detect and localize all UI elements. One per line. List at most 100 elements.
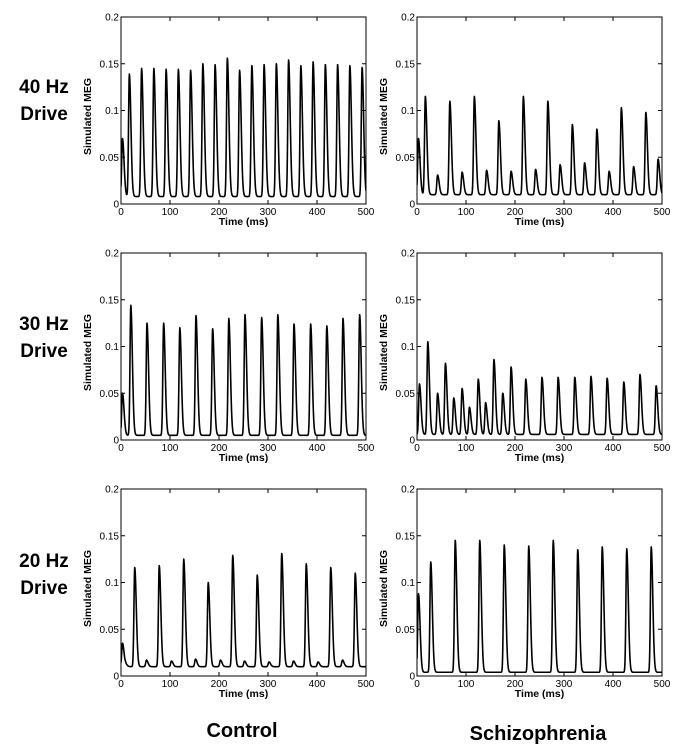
peak-point <box>361 66 363 68</box>
y-axis-label: Simulated MEG <box>82 314 94 391</box>
peak-point <box>190 69 192 71</box>
y-tick-label: 0.2 <box>401 485 415 496</box>
meg-trace-line <box>417 341 662 436</box>
chart-panel-1: 0 0.05 0.1 0.15 0.2 0 100 200 300 400 500 Time (ms)… <box>378 13 671 229</box>
peak-point <box>121 642 123 644</box>
y-axis-label: Simulated MEG <box>82 78 94 155</box>
y-axis-label: Simulated MEG <box>82 550 94 627</box>
peak-point <box>275 63 277 65</box>
meg-trace-line <box>417 539 662 674</box>
peak-point <box>639 374 641 376</box>
x-tick-label: 0 <box>414 443 420 454</box>
y-tick-label: 0.05 <box>100 389 120 400</box>
chart-panel-2: 0 0.05 0.1 0.15 0.2 0 100 200 300 400 500 Time (ms)… <box>82 249 375 465</box>
peak-point <box>485 402 487 404</box>
x-tick-label: 400 <box>605 679 622 690</box>
peak-point <box>326 325 328 327</box>
x-tick-label: 500 <box>654 207 671 218</box>
peak-point <box>244 314 246 316</box>
peak-point <box>349 65 351 67</box>
peak-point <box>195 315 197 317</box>
peak-point <box>461 388 463 390</box>
row-label-30hz-line1: 30 Hz <box>19 314 69 335</box>
x-tick-label: 200 <box>507 207 524 218</box>
peak-point <box>430 561 432 563</box>
x-axis-label: Time (ms) <box>219 688 268 700</box>
chart-panel-4: 0 0.05 0.1 0.15 0.2 0 100 200 300 400 500 Time (ms)… <box>82 485 375 701</box>
meg-trace-line <box>121 552 366 668</box>
peak-point <box>268 661 270 663</box>
peak-point <box>153 67 155 69</box>
y-tick-label: 0 <box>409 200 415 211</box>
x-tick-label: 200 <box>211 207 228 218</box>
peak-point <box>606 377 608 379</box>
peak-point <box>510 366 512 368</box>
peak-point <box>128 73 130 75</box>
peak-point <box>300 65 302 67</box>
peak-point <box>650 546 652 548</box>
peak-point <box>130 304 132 306</box>
peak-point <box>552 539 554 541</box>
peak-point <box>165 68 167 70</box>
peak-point <box>503 544 505 546</box>
peak-point <box>212 328 214 330</box>
y-tick-label: 0.05 <box>396 389 416 400</box>
y-tick-label: 0.05 <box>100 153 120 164</box>
peak-point <box>281 553 283 555</box>
peak-point <box>454 539 456 541</box>
peak-point <box>577 549 579 551</box>
peak-point <box>427 341 429 343</box>
peak-point <box>158 565 160 567</box>
axes-frame <box>120 16 367 205</box>
x-tick-label: 0 <box>118 443 124 454</box>
peak-point <box>424 95 426 97</box>
peak-point <box>261 317 263 319</box>
column-label-schizophrenia: Schizophrenia <box>470 723 608 745</box>
peak-point <box>417 593 419 595</box>
peak-point <box>473 95 475 97</box>
peak-point <box>330 567 332 569</box>
meg-trace-line <box>121 304 366 437</box>
peak-point <box>277 314 279 316</box>
peak-point <box>226 57 228 59</box>
x-tick-label: 300 <box>260 679 277 690</box>
y-tick-label: 0.2 <box>105 249 119 260</box>
axes-frame <box>416 16 663 205</box>
x-tick-label: 300 <box>556 443 573 454</box>
x-tick-label: 100 <box>162 443 179 454</box>
peak-point <box>626 548 628 550</box>
peak-point <box>310 323 312 325</box>
y-tick-label: 0 <box>113 436 119 447</box>
peak-point <box>633 166 635 168</box>
y-tick-label: 0.1 <box>401 106 415 117</box>
peak-point <box>571 124 573 126</box>
y-tick-label: 0.1 <box>401 342 415 353</box>
y-tick-label: 0.2 <box>401 13 415 24</box>
y-tick-label: 0.15 <box>396 295 416 306</box>
peak-point <box>655 385 657 387</box>
peak-point <box>502 392 504 394</box>
peak-point <box>461 171 463 173</box>
peak-point <box>535 168 537 170</box>
x-tick-label: 0 <box>414 679 420 690</box>
x-tick-label: 300 <box>260 207 277 218</box>
peak-point <box>292 660 294 662</box>
peak-point <box>342 317 344 319</box>
x-tick-label: 300 <box>260 443 277 454</box>
y-tick-label: 0.05 <box>100 625 120 636</box>
x-tick-label: 400 <box>309 443 326 454</box>
x-tick-label: 100 <box>458 679 475 690</box>
peak-point <box>645 111 647 113</box>
peak-point <box>263 64 265 66</box>
peak-point <box>288 59 290 61</box>
peak-point <box>341 659 343 661</box>
peak-point <box>207 582 209 584</box>
peak-point <box>170 660 172 662</box>
x-tick-label: 100 <box>458 443 475 454</box>
y-axis-label: Simulated MEG <box>378 78 390 155</box>
peak-point <box>194 658 196 660</box>
x-tick-label: 500 <box>654 443 671 454</box>
peak-point <box>256 574 258 576</box>
x-tick-label: 0 <box>118 207 124 218</box>
